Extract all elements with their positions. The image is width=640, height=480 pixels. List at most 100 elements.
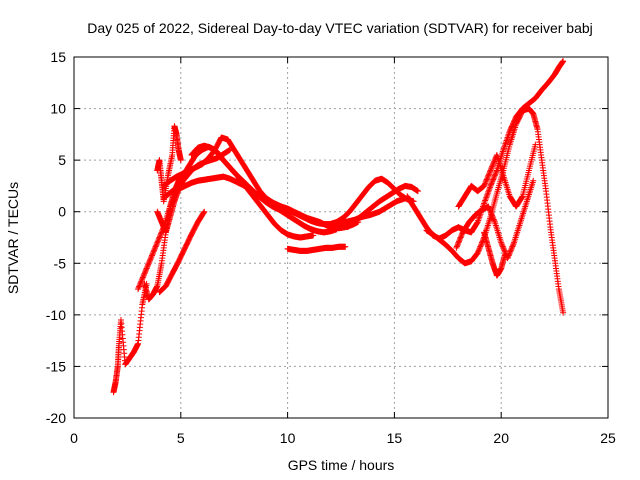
data-point	[138, 277, 145, 284]
data-point	[502, 249, 509, 256]
data-point	[508, 244, 515, 251]
data-point	[484, 175, 491, 182]
data-point	[135, 286, 142, 293]
data-point	[146, 258, 153, 265]
data-point	[151, 247, 158, 254]
data-point	[489, 179, 496, 186]
plot-frame	[73, 56, 609, 419]
data-point	[144, 262, 151, 269]
data-point	[492, 171, 499, 178]
data-point	[493, 168, 500, 175]
data-point	[476, 246, 483, 253]
data-point	[153, 240, 160, 247]
data-point	[141, 270, 148, 277]
data-point	[482, 196, 489, 203]
data-point	[454, 240, 461, 247]
data-point	[149, 251, 156, 258]
data-point	[499, 243, 506, 250]
data-point	[138, 278, 145, 285]
data-point	[492, 170, 499, 177]
data-point	[488, 211, 495, 218]
data-point	[143, 266, 150, 273]
data-point	[200, 209, 207, 216]
data-point	[485, 204, 492, 211]
data-point	[454, 242, 461, 249]
data-point	[488, 164, 495, 171]
data-point	[151, 246, 158, 253]
data-point	[142, 268, 149, 275]
data-point	[498, 240, 505, 247]
chart-title: Day 025 of 2022, Sidereal Day-to-day VTE…	[87, 20, 593, 36]
data-point	[485, 187, 492, 194]
data-point	[147, 255, 154, 262]
data-point	[153, 242, 160, 249]
data-point	[154, 238, 161, 245]
data-point	[500, 246, 507, 253]
data-point	[155, 235, 162, 242]
series-arc10	[284, 243, 349, 254]
data-point	[489, 177, 496, 184]
data-point	[485, 171, 492, 178]
data-point	[478, 240, 485, 247]
data-point	[201, 208, 208, 215]
data-point	[475, 247, 482, 254]
data-point	[475, 248, 482, 255]
data-point	[481, 182, 488, 189]
data-point	[483, 193, 490, 200]
data-point	[135, 284, 142, 291]
data-point	[488, 180, 495, 187]
data-point	[487, 182, 494, 189]
data-point	[488, 210, 495, 217]
data-point	[154, 239, 161, 246]
data-point	[481, 181, 488, 188]
data-point	[484, 190, 491, 197]
data-point	[488, 166, 495, 173]
data-point	[139, 275, 146, 282]
data-point	[560, 309, 567, 316]
data-point	[508, 246, 515, 253]
data-point	[560, 58, 567, 65]
data-point	[156, 234, 163, 241]
data-point	[486, 184, 493, 191]
data-point	[146, 257, 153, 264]
data-point	[486, 170, 493, 177]
data-point	[157, 231, 164, 238]
data-point	[510, 240, 517, 247]
data-point	[486, 206, 493, 213]
data-point	[490, 216, 497, 223]
y-tick-labels: 15 10 5 0 -5 -10 -15 -20	[46, 49, 66, 426]
data-point	[486, 185, 493, 192]
data-point	[489, 163, 496, 170]
series-arc8	[154, 123, 184, 205]
data-point	[310, 232, 317, 239]
y-tick-label: 15	[50, 49, 66, 65]
data-point	[136, 282, 143, 289]
data-point	[485, 172, 492, 179]
data-point	[156, 233, 163, 240]
y-tick-label: -20	[46, 410, 66, 426]
data-point	[483, 177, 490, 184]
y-tick-label: 10	[50, 101, 66, 117]
y-axis-label: SDTVAR / TECUs	[5, 182, 21, 294]
data-point	[342, 243, 349, 250]
data-point	[488, 181, 495, 188]
data-point	[137, 280, 144, 287]
data-point	[477, 243, 484, 250]
data-point	[152, 244, 159, 251]
data-point	[486, 168, 493, 175]
data-point	[490, 176, 497, 183]
data-point	[150, 248, 157, 255]
data-point	[477, 242, 484, 249]
y-tick-label: -10	[46, 307, 66, 323]
x-tick-label: 20	[493, 430, 509, 446]
data-point	[482, 180, 489, 187]
data-point	[530, 177, 537, 184]
data-point	[457, 234, 464, 241]
data-point	[140, 273, 147, 280]
series-arc16	[481, 229, 509, 279]
data-point	[456, 237, 463, 244]
data-point	[482, 179, 489, 186]
data-point	[486, 207, 493, 214]
data-point	[483, 176, 490, 183]
